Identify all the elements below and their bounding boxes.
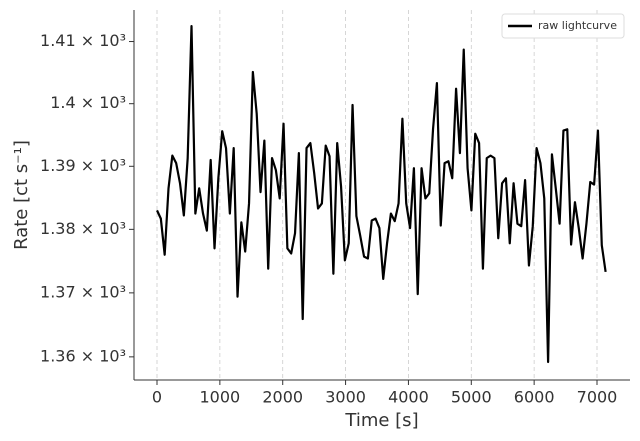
x-tick-label: 7000 xyxy=(577,388,618,407)
legend-box xyxy=(501,13,625,39)
data-line xyxy=(156,24,607,364)
x-tick-label: 1000 xyxy=(200,388,241,407)
y-tick-label: 1.37 × 10³ xyxy=(40,282,126,301)
y-tick-label: 1.39 × 10³ xyxy=(40,156,126,175)
x-tick-label: 3000 xyxy=(325,388,366,407)
x-tick-label: 5000 xyxy=(451,388,492,407)
x-tick-label: 6000 xyxy=(514,388,555,407)
x-axis-label: Time [s] xyxy=(344,410,418,431)
y-tick-label: 1.36 × 10³ xyxy=(40,346,126,365)
legend-label: raw lightcurve xyxy=(538,19,617,32)
x-tick-label: 2000 xyxy=(262,388,303,407)
x-tick-label: 4000 xyxy=(388,388,429,407)
y-tick-label: 1.41 × 10³ xyxy=(40,31,126,50)
y-tick-label: 1.38 × 10³ xyxy=(40,219,126,238)
y-axis-label: Rate [ct s⁻¹] xyxy=(11,140,32,250)
x-tick-label: 0 xyxy=(152,388,162,407)
y-tick-label: 1.4 × 10³ xyxy=(50,93,126,112)
